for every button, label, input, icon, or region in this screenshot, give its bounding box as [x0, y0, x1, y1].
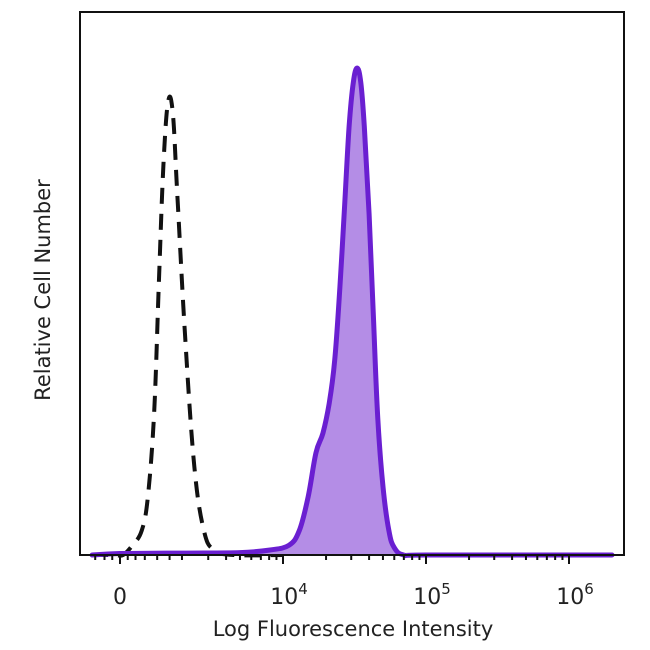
- x-axis-label: Log Fluorescence Intensity: [213, 617, 494, 641]
- y-axis-label: Relative Cell Number: [31, 179, 55, 401]
- series-layer: [89, 65, 615, 559]
- series-line-1: [89, 65, 615, 559]
- x-tick-label: 0: [113, 585, 127, 610]
- x-tick-label: 106: [556, 580, 594, 610]
- series-area-1: [92, 68, 613, 556]
- series-line-0: [92, 94, 284, 558]
- x-tick-label: 104: [270, 580, 308, 610]
- x-tick-label: 105: [413, 580, 451, 610]
- x-axis-ticks: [94, 555, 570, 564]
- x-axis-tick-labels: 0 104 105 106: [113, 580, 594, 610]
